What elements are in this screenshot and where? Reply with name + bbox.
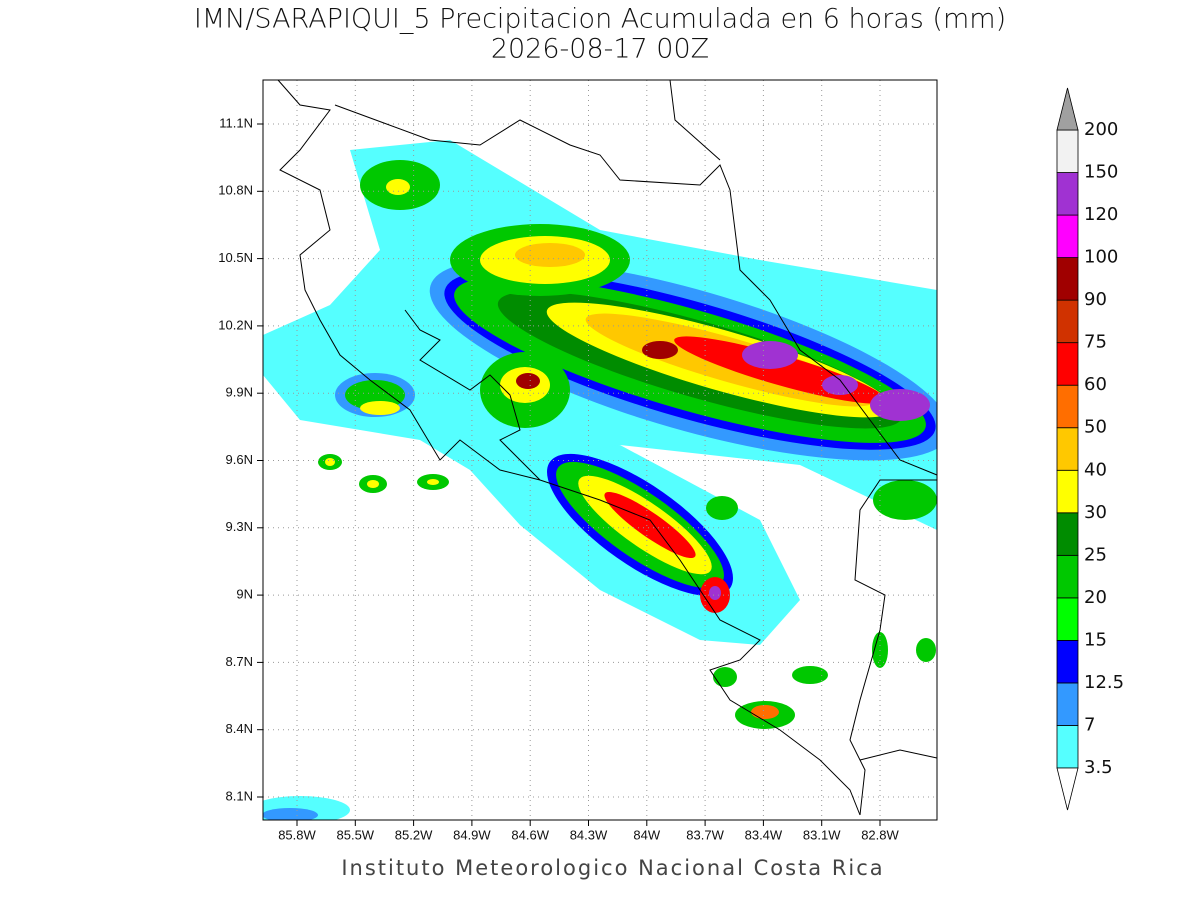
lon-label: 84.6W (511, 827, 549, 842)
colorbar-label: 120 (1084, 204, 1118, 225)
colorbar-label: 75 (1084, 332, 1107, 353)
lon-label: 84.3W (570, 827, 608, 842)
colorbar-box (1056, 172, 1079, 216)
lon-label: 83.4W (745, 827, 783, 842)
lat-label: 10.8N (218, 183, 253, 198)
lat-label: 9.3N (226, 519, 253, 534)
colorbar-box (1056, 512, 1079, 556)
colorbar-label: 60 (1084, 374, 1107, 395)
colorbar-label: 50 (1084, 417, 1107, 438)
lat-label: 9N (236, 587, 253, 602)
colorbar-box (1056, 214, 1079, 258)
map-frame (262, 79, 938, 821)
lon-label: 84W (633, 827, 660, 842)
colorbar-label: 15 (1084, 629, 1107, 650)
lon-label: 85.8W (278, 827, 316, 842)
colorbar-label: 12.5 (1084, 672, 1124, 693)
lon-label: 82.8W (861, 827, 899, 842)
colorbar-box (1056, 427, 1079, 471)
colorbar-label: 25 (1084, 544, 1107, 565)
lat-label: 11.1N (219, 115, 253, 130)
lat-label: 9.9N (226, 385, 253, 400)
lat-label: 10.5N (218, 250, 253, 265)
colorbar-label: 150 (1084, 162, 1118, 183)
precip-field (263, 140, 937, 820)
colorbar-label: 7 (1084, 714, 1095, 735)
coastlines (277, 79, 938, 816)
lat-label: 8.1N (226, 788, 253, 803)
lat-label: 9.6N (226, 452, 253, 467)
colorbar: 3.5 7 12.5 15 20 25 30 40 50 60 75 90 100 120 150 200 (1056, 87, 1124, 811)
lon-label: 83.1W (803, 827, 841, 842)
colorbar-label: 100 (1084, 247, 1118, 268)
subtitle: 2026-08-17 00Z (491, 34, 709, 65)
colorbar-box (1056, 299, 1079, 344)
colorbar-label: 90 (1084, 289, 1107, 310)
colorbar-label: 40 (1084, 459, 1107, 480)
colorbar-box (1056, 597, 1079, 641)
colorbar-over (1056, 87, 1079, 131)
colorbar-box (1056, 554, 1079, 599)
colorbar-box (1056, 342, 1079, 386)
lat-label: 8.4N (226, 721, 253, 736)
colorbar-box (1056, 725, 1079, 769)
colorbar-box (1056, 257, 1079, 301)
grid: 11.1N 10.8N 10.5N 10.2N 9.9N 9.6N 9.3N 9N 8.7N 8.… (218, 80, 937, 842)
colorbar-box (1056, 682, 1079, 726)
colorbar-label: 200 (1084, 119, 1118, 140)
lat-label: 10.2N (218, 317, 253, 332)
title: IMN/SARAPIQUI_5 Precipitacion Acumulada … (194, 4, 1006, 35)
lon-label: 84.9W (453, 827, 491, 842)
lon-label: 85.5W (337, 827, 375, 842)
colorbar-label: 3.5 (1084, 757, 1113, 778)
colorbar-box (1056, 384, 1079, 429)
colorbar-under (1056, 767, 1079, 811)
lon-label: 83.7W (686, 827, 724, 842)
colorbar-label: 30 (1084, 502, 1107, 523)
footer: Instituto Meteorologico Nacional Costa R… (341, 856, 884, 880)
colorbar-label: 20 (1084, 587, 1107, 608)
colorbar-box (1056, 129, 1079, 173)
colorbar-box (1056, 469, 1079, 514)
lon-label: 85.2W (395, 827, 433, 842)
lat-label: 8.7N (226, 654, 253, 669)
colorbar-box (1056, 640, 1079, 684)
